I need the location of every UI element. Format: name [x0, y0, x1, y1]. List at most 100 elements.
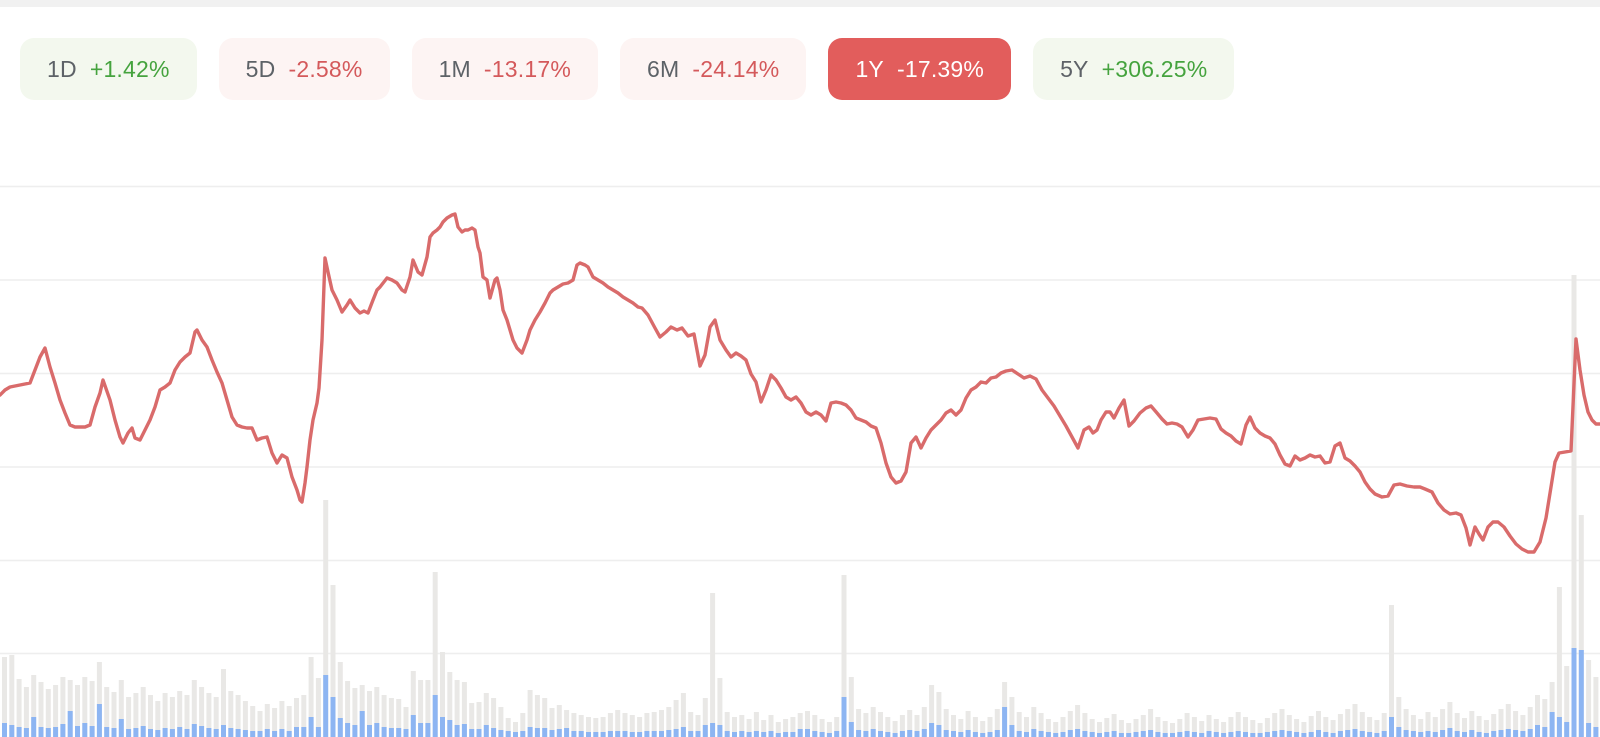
volume-bar-buy — [1009, 725, 1015, 737]
volume-bar-buy — [520, 731, 526, 737]
volume-bar — [1469, 711, 1475, 737]
volume-bar — [929, 685, 935, 737]
volume-bar — [1476, 716, 1482, 737]
volume-bar-buy — [1308, 732, 1314, 737]
volume-bar-buy — [447, 720, 453, 737]
volume-bar-buy — [1075, 729, 1081, 737]
volume-bar-buy — [45, 728, 51, 737]
period-button-1y[interactable]: 1Y -17.39% — [828, 38, 1012, 100]
volume-bar — [1513, 711, 1519, 737]
volume-bar — [943, 709, 949, 737]
volume-bar-buy — [126, 729, 132, 737]
volume-bar — [1542, 699, 1548, 737]
volume-bar-buy — [826, 733, 832, 737]
volume-bar-buy — [1469, 730, 1475, 737]
volume-bar — [593, 718, 599, 737]
volume-bar-buy — [396, 728, 402, 737]
volume-bar — [1527, 707, 1533, 737]
volume-bar-buy — [666, 730, 672, 737]
volume-bar — [1564, 666, 1570, 737]
volume-bar — [96, 662, 102, 737]
volume-bar — [1410, 715, 1416, 737]
volume-bar-buy — [1140, 731, 1146, 737]
volume-bar-buy — [352, 725, 358, 737]
volume-bar — [250, 706, 256, 737]
period-button-1d[interactable]: 1D +1.42% — [20, 38, 197, 100]
volume-bar-buy — [914, 731, 920, 737]
volume-bar — [498, 707, 504, 737]
volume-bar — [1440, 709, 1446, 737]
volume-bar — [1549, 682, 1555, 737]
volume-bar-buy — [615, 731, 621, 737]
volume-bar — [790, 717, 796, 737]
volume-bar — [1184, 713, 1190, 737]
volume-bar-buy — [1410, 731, 1416, 737]
volume-bar-buy — [505, 731, 511, 737]
volume-bar — [294, 698, 299, 737]
volume-bar-buy — [1097, 733, 1102, 737]
volume-bar-buy — [1264, 732, 1270, 737]
volume-bar-buy — [1031, 729, 1037, 737]
volume-bar — [761, 720, 767, 737]
volume-bar-buy — [250, 731, 256, 737]
volume-bar — [1118, 720, 1124, 737]
volume-bar-buy — [739, 731, 745, 737]
period-button-5y[interactable]: 5Y +306.25% — [1033, 38, 1235, 100]
volume-bar — [615, 710, 621, 737]
volume-bar — [279, 701, 285, 737]
volume-bar-buy — [323, 675, 329, 737]
volume-bar — [775, 722, 781, 737]
volume-bar — [753, 712, 759, 737]
volume-bar — [1038, 713, 1044, 737]
volume-bar — [447, 672, 453, 737]
volume-bar — [1330, 720, 1336, 737]
volume-bar — [856, 709, 862, 737]
volume-bar-buy — [848, 722, 854, 737]
volume-bar — [1418, 719, 1424, 737]
volume-bar — [162, 693, 168, 737]
volume-bar-buy — [155, 730, 161, 737]
volume-bar-buy — [1549, 712, 1555, 737]
volume-bar — [286, 706, 292, 737]
volume-bar-buy — [301, 727, 307, 737]
volume-bar-buy — [1177, 732, 1183, 737]
period-button-1m[interactable]: 1M -13.17% — [411, 38, 598, 100]
volume-bar-buy — [1345, 730, 1351, 737]
volume-bar-buy — [89, 726, 95, 737]
volume-bar — [534, 695, 540, 737]
volume-bar — [1126, 723, 1132, 737]
volume-bar — [732, 717, 737, 737]
volume-bar-buy — [440, 717, 445, 737]
period-label: 1M — [438, 55, 471, 82]
volume-bar — [1213, 719, 1219, 737]
volume-bar-buy — [294, 727, 299, 737]
volume-bar — [1089, 719, 1095, 737]
volume-bar — [133, 693, 139, 737]
volume-bar-buy — [418, 723, 424, 737]
volume-bar-buy — [1593, 727, 1599, 737]
volume-bar — [155, 701, 161, 737]
volume-bar-buy — [1002, 707, 1008, 737]
volume-bar — [388, 698, 394, 737]
volume-bar-buy — [819, 732, 825, 737]
volume-bar — [38, 682, 44, 737]
period-button-6m[interactable]: 6M -24.14% — [620, 38, 807, 100]
volume-bar — [67, 680, 73, 737]
volume-bar-buy — [578, 731, 584, 737]
volume-bar-buy — [1535, 725, 1540, 737]
volume-bar — [1578, 515, 1584, 737]
volume-bar — [1374, 720, 1380, 737]
volume-bar — [352, 688, 358, 737]
volume-bar — [885, 717, 891, 737]
volume-bar-buy — [1067, 730, 1073, 737]
volume-bar — [739, 715, 745, 737]
volume-bar-buy — [432, 695, 438, 737]
period-button-5d[interactable]: 5D -2.58% — [218, 38, 390, 100]
volume-bar — [637, 717, 643, 737]
volume-bar — [1257, 723, 1263, 737]
volume-bar — [914, 715, 920, 737]
volume-bar — [1389, 605, 1394, 737]
volume-bar-buy — [921, 729, 927, 737]
volume-bar-buy — [885, 732, 891, 737]
